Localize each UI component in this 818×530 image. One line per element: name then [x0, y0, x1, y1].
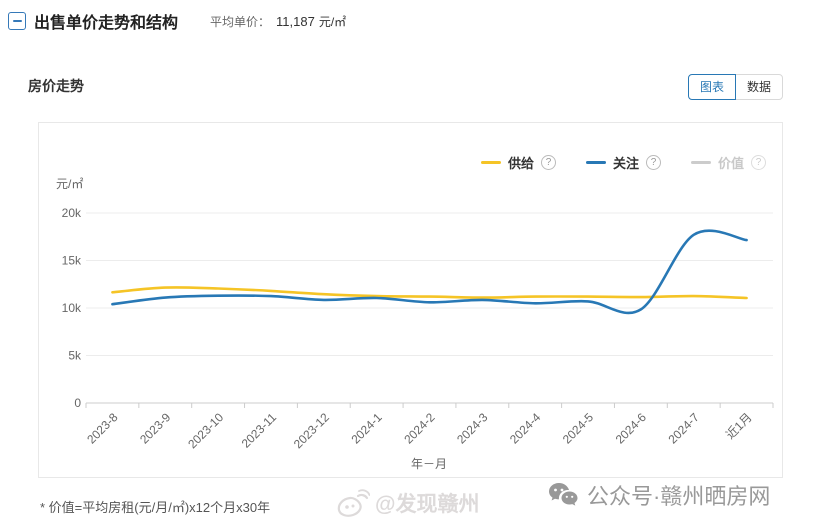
x-axis-tick-label: 2023-10 [185, 410, 226, 451]
x-axis-tick-label: 2023-11 [239, 410, 280, 451]
wechat-icon [549, 483, 578, 506]
legend-item-供给[interactable]: 供给? [480, 153, 556, 172]
x-axis-tick-label: 2024-4 [507, 410, 544, 447]
x-axis-tick-label: 2024-3 [454, 410, 491, 447]
section-title: 房价走势 [28, 78, 84, 94]
x-axis-tick-label: 2023-8 [84, 410, 121, 447]
x-axis-tick-label: 2024-1 [348, 410, 385, 447]
help-icon[interactable]: ? [645, 155, 661, 170]
y-axis-tick-label: 10k [62, 301, 82, 315]
weibo-watermark: @发现赣州 [336, 488, 479, 518]
legend-label: 关注 [612, 156, 639, 171]
price-trend-chart-card: 供给? 关注? 价值? 元/㎡ 20k 15k 10k 5k 0 2023-8 2023-9 20… [38, 122, 783, 478]
y-axis-unit-label: 元/㎡ [56, 177, 84, 191]
legend-label: 供给 [507, 156, 534, 171]
x-axis-title: 年－月 [410, 457, 447, 471]
y-axis-tick-label: 0 [74, 396, 81, 410]
wechat-watermark: 公众号·赣州晒房网 [548, 479, 770, 511]
chart-legend: 供给? 关注? 价值? [480, 153, 766, 172]
legend-swatch [690, 161, 711, 164]
x-axis-tick-label: 近1月 [723, 410, 755, 442]
value-definition-footnote: * 价值=平均房租(元/月/㎡)x12个月x30年 [40, 500, 271, 515]
x-axis-tick-label: 2023-9 [137, 410, 174, 447]
x-axis-tick-label: 2024-2 [401, 410, 438, 447]
y-axis-tick-label: 20k [62, 206, 82, 220]
page-title: 出售单价走势和结构 [34, 15, 179, 32]
collapse-icon[interactable] [8, 12, 26, 30]
average-price-label: 平均单价： [210, 14, 271, 29]
series-line-供给 [111, 286, 748, 300]
x-axis-tick-label: 2023-12 [291, 410, 332, 451]
average-price: 平均单价： 11,187 元/㎡ [210, 13, 346, 30]
help-icon[interactable]: ? [540, 155, 556, 170]
average-price-value: 11,187 [276, 13, 315, 29]
panel-header: 出售单价走势和结构 平均单价： 11,187 元/㎡ [8, 9, 346, 33]
y-axis-tick-label: 15k [62, 254, 82, 268]
series-line-关注 [111, 229, 748, 315]
legend-label: 价值 [717, 156, 744, 171]
chart-view-button[interactable]: 图表 [688, 74, 737, 100]
legend-item-关注[interactable]: 关注? [585, 153, 661, 172]
legend-swatch [480, 161, 501, 164]
x-axis-tick-label: 2024-6 [613, 410, 650, 447]
data-view-button[interactable]: 数据 [735, 74, 784, 100]
average-price-unit: 元/㎡ [318, 14, 347, 29]
wechat-watermark-text: 公众号·赣州晒房网 [587, 484, 771, 509]
view-toggle: 图表 数据 [688, 74, 784, 100]
x-axis-tick-label: 2024-5 [560, 410, 597, 447]
legend-item-价值[interactable]: 价值? [690, 153, 766, 172]
x-axis-tick-label: 2024-7 [666, 410, 703, 447]
legend-swatch [585, 161, 606, 164]
help-icon[interactable]: ? [751, 155, 766, 170]
y-axis-tick-label: 5k [68, 349, 82, 363]
weibo-icon [337, 489, 370, 517]
weibo-watermark-text: @发现赣州 [375, 493, 480, 516]
